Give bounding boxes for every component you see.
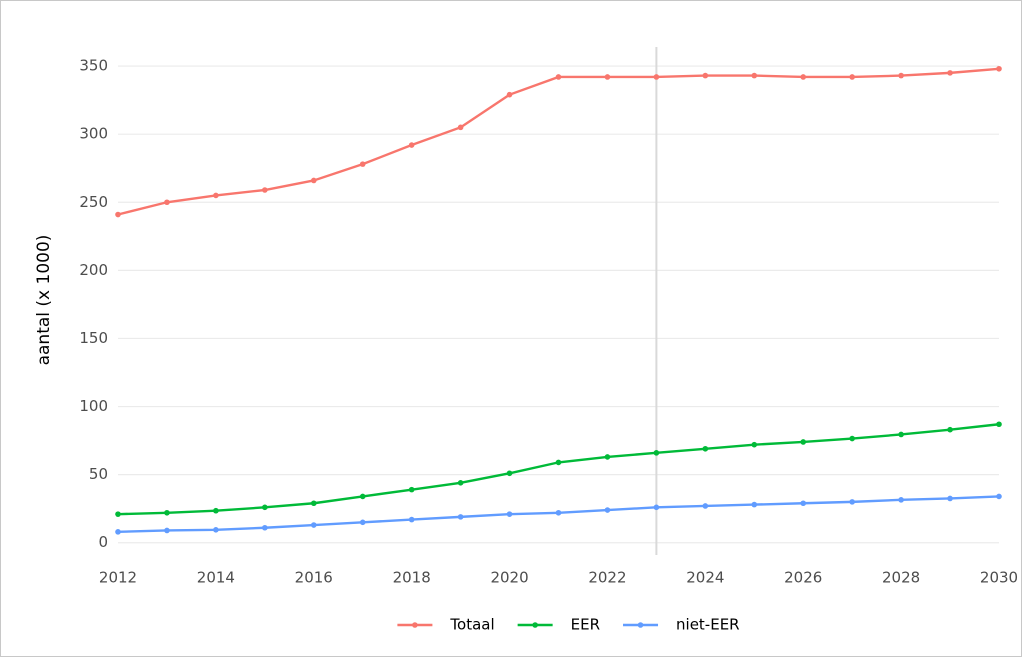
legend-label: EER [571,616,600,634]
data-point [800,439,807,445]
data-point [213,527,219,533]
data-point [408,516,415,523]
data-point [604,454,611,460]
data-point [702,72,709,79]
y-tick-label: 250 [79,193,108,211]
legend-item: Totaal [397,616,495,634]
data-point [751,501,758,508]
data-point [947,426,953,433]
data-point [555,74,562,80]
data-point [751,441,758,448]
data-point [898,72,904,79]
data-point [996,493,1002,500]
legend: Totaal EER niet-EER [397,616,740,634]
data-point [164,509,170,516]
data-point [800,74,807,80]
y-tick-label: 350 [79,57,108,75]
data-point [115,211,121,218]
y-axis-title: aantal (x 1000) [34,235,54,366]
x-tick-label: 2012 [99,569,137,587]
x-tick-label: 2022 [588,569,626,587]
x-tick-label: 2014 [197,569,235,587]
data-point [408,486,415,493]
data-point [262,524,268,531]
data-point [653,504,660,511]
data-point [164,199,170,206]
grid: 0 50 100 150 200 250 300 350 2012 2014 2016 2018 202… [79,47,1018,587]
data-point [996,421,1002,428]
data-point [359,519,366,526]
data-point [310,177,317,184]
legend-label: Totaal [449,616,494,634]
data-point [800,500,807,507]
data-point [310,500,317,507]
data-point [849,435,855,442]
data-point [947,70,953,76]
data-point [408,142,415,148]
data-point [506,511,513,517]
x-tick-label: 2018 [393,569,431,587]
data-point [849,74,855,80]
data-point [947,495,953,502]
legend-symbol-point [532,622,538,628]
data-point [653,450,660,456]
y-tick-label: 0 [98,533,108,551]
legend-item: niet-EER [623,616,740,634]
x-tick-label: 2024 [686,569,724,587]
data-point [262,187,268,193]
data-point [555,459,562,466]
data-point [604,507,611,513]
y-tick-label: 300 [79,125,108,143]
data-point [164,527,170,534]
data-point [115,529,121,535]
data-point [457,480,464,486]
data-point [213,507,219,514]
legend-item: EER [517,616,600,634]
data-point [849,499,855,505]
data-point [996,65,1002,72]
legend-label: niet-EER [676,616,740,634]
data-point [898,497,904,503]
y-tick-label: 200 [79,261,108,279]
data-point [359,493,366,500]
data-point [457,124,464,131]
y-tick-label: 50 [89,465,108,483]
data-point [751,72,758,79]
x-tick-label: 2020 [490,569,528,587]
marks [115,65,1002,535]
data-point [702,445,709,452]
data-point [702,503,709,509]
x-tick-label: 2028 [882,569,920,587]
data-point [115,511,121,517]
legend-symbol-point [637,622,644,628]
x-tick-label: 2016 [295,569,333,587]
legend-symbol-point [412,622,418,628]
data-point [506,91,513,98]
data-point [898,431,904,438]
data-point [604,74,611,80]
y-tick-label: 100 [79,397,108,415]
data-point [262,504,268,511]
data-point [359,161,366,167]
data-point [506,470,513,477]
y-tick-label: 150 [79,329,108,347]
data-point [555,509,562,516]
data-point [653,74,660,80]
data-point [310,522,317,528]
x-tick-label: 2026 [784,569,822,587]
data-point [213,192,219,199]
data-point [457,514,464,520]
x-tick-label: 2030 [980,569,1018,587]
